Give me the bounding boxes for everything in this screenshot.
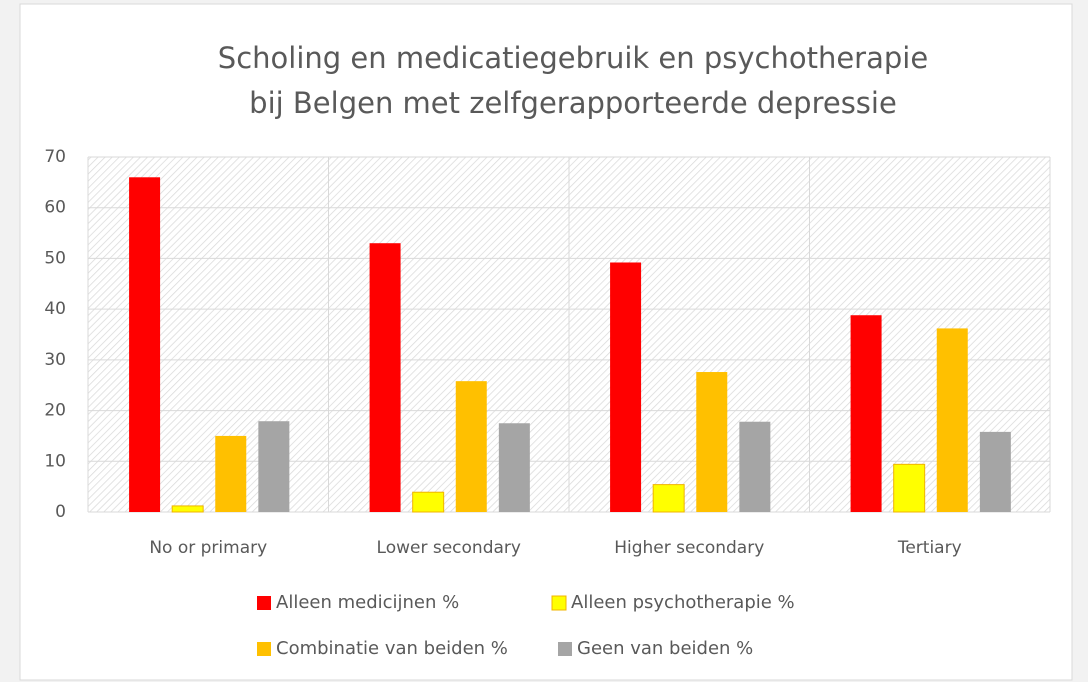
legend-swatch — [257, 596, 271, 610]
bar — [739, 421, 771, 512]
legend-label: Alleen medicijnen % — [276, 592, 459, 613]
legend-label: Geen van beiden % — [577, 638, 753, 659]
bar — [369, 243, 401, 512]
legend-swatch — [257, 642, 271, 656]
bar — [936, 328, 968, 512]
y-tick-label: 20 — [44, 401, 66, 421]
x-tick-label: No or primary — [149, 538, 267, 558]
bar — [215, 435, 247, 512]
legend-label: Combinatie van beiden % — [276, 638, 508, 659]
x-tick-label: Lower secondary — [377, 538, 521, 558]
y-tick-label: 40 — [44, 299, 66, 319]
x-tick-label: Tertiary — [897, 538, 962, 558]
y-tick-label: 0 — [55, 502, 66, 522]
bar — [258, 421, 290, 512]
bar — [171, 505, 204, 513]
bar — [652, 484, 685, 513]
bar — [610, 262, 642, 512]
x-tick-label: Higher secondary — [614, 538, 764, 558]
y-tick-label: 70 — [44, 147, 66, 167]
legend-label: Alleen psychotherapie % — [571, 592, 795, 613]
chart-title: Scholing en medicatiegebruik en psychoth… — [218, 41, 928, 75]
chart-title: bij Belgen met zelfgerapporteerde depres… — [249, 86, 897, 120]
y-tick-label: 30 — [44, 350, 66, 370]
y-tick-label: 60 — [44, 198, 66, 218]
bar — [979, 431, 1011, 512]
bar — [850, 315, 882, 512]
bar — [455, 381, 487, 512]
legend-swatch — [558, 642, 572, 656]
y-tick-label: 50 — [44, 248, 66, 268]
bar — [412, 491, 445, 513]
bar — [893, 463, 926, 513]
bar — [696, 372, 728, 512]
legend-swatch — [551, 595, 567, 611]
bar — [129, 177, 161, 513]
bar — [498, 423, 530, 512]
y-tick-label: 10 — [44, 451, 66, 471]
